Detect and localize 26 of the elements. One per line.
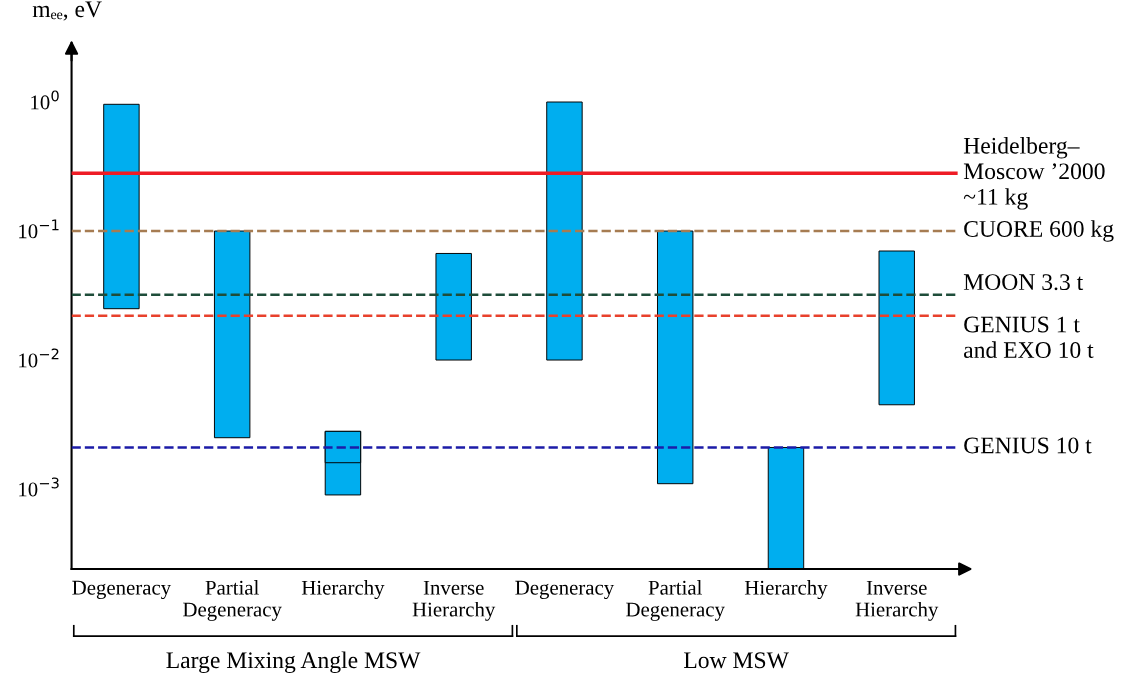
bar <box>878 250 915 406</box>
x-tick-label: Inverse Hierarchy <box>412 580 496 621</box>
ref-line-label: CUORE 600 kg <box>964 220 1114 242</box>
ref-line-label: Heidelberg– Moscow ’2000 ~11 kg <box>963 137 1105 210</box>
text: Low MSW <box>684 652 789 669</box>
x-tick-label: Hierarchy <box>301 580 385 600</box>
x-tick-label: Partial Degeneracy <box>183 580 282 621</box>
bar <box>213 230 251 439</box>
bar <box>546 101 583 361</box>
x-tick-label: Degeneracy <box>72 580 172 600</box>
ref-line-label: GENIUS 1 t and EXO 10 t <box>964 316 1094 358</box>
y-tick-label: 10$^{−2}$ <box>19 348 59 368</box>
bar <box>435 252 472 361</box>
y-tick-label: 10$^{−3}$ <box>19 477 59 497</box>
x-tick-label: Hierarchy <box>744 580 828 600</box>
y-tick-label: 10$^{−1}$ <box>19 219 59 239</box>
x-tick-label: Degeneracy <box>515 580 615 600</box>
x-tick-label: Partial Degeneracy <box>626 580 725 621</box>
ref-line-label: GENIUS 10 t <box>964 437 1092 454</box>
text: Large Mixing Angle MSW <box>166 651 421 674</box>
y-axis-title: mₑₑ, eV <box>32 1 102 21</box>
y-tick-label: 10$^{0}$ <box>31 90 59 110</box>
ref-line-label: MOON 3.3 t <box>963 274 1084 291</box>
bar <box>657 230 694 485</box>
bar <box>103 103 140 310</box>
x-tick-label: Inverse Hierarchy <box>855 580 939 621</box>
